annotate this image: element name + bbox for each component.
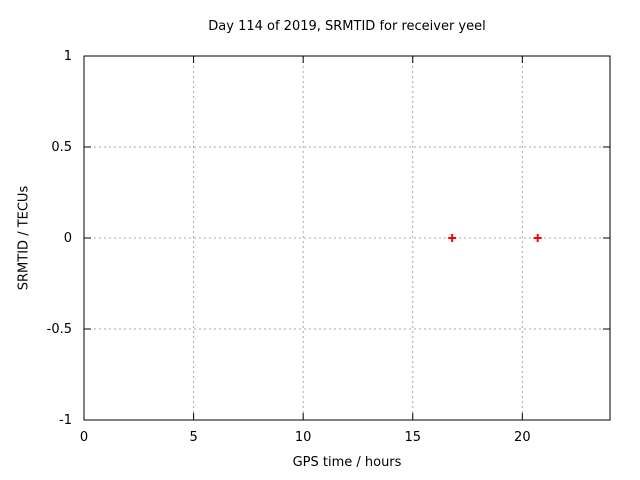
chart-title: Day 114 of 2019, SRMTID for receiver yee… — [208, 19, 486, 34]
plot-border — [83, 55, 611, 421]
y-tick-label: 0.5 — [51, 140, 72, 155]
x-tick-label: 0 — [80, 430, 88, 445]
y-axis-label: SRMTID / TECUs — [16, 185, 32, 291]
x-tick-label: 15 — [404, 430, 421, 445]
y-tick-label: -1 — [59, 413, 72, 428]
x-tick-label: 5 — [189, 430, 197, 445]
y-tick-label: -0.5 — [47, 322, 72, 337]
x-tick-label: 10 — [295, 430, 312, 445]
x-axis-label: GPS time / hours — [292, 455, 402, 470]
y-tick-label: 0 — [64, 231, 72, 246]
x-tick-label: 20 — [514, 430, 531, 445]
y-tick-label: 1 — [64, 49, 72, 64]
